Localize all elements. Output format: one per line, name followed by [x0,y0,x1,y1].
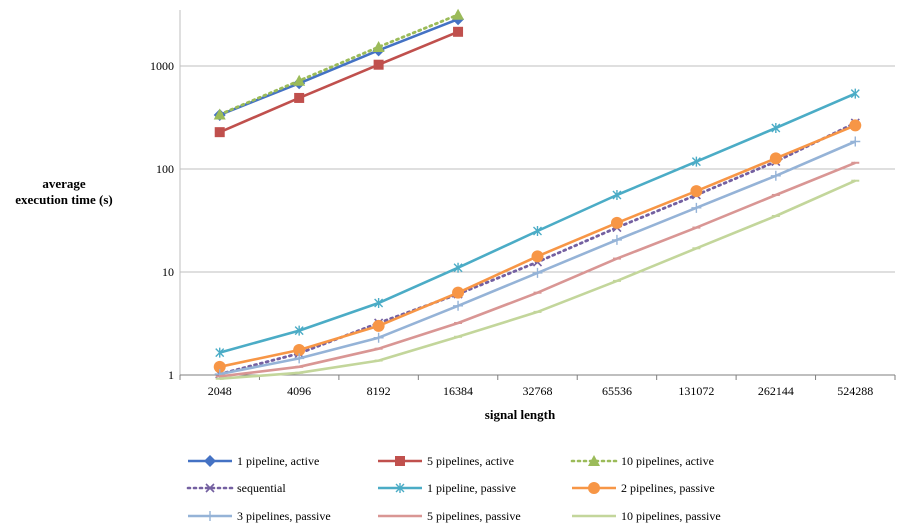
data-point [612,189,622,200]
data-point [205,483,215,493]
data-point [372,41,385,53]
x-tick-label: 16384 [443,384,473,398]
x-tick-label: 65536 [602,384,632,398]
legend-label: 5 pipelines, active [427,454,514,468]
y-tick-label: 100 [156,162,174,176]
data-point [453,300,464,311]
y-tick-label: 10 [162,265,174,279]
data-point [611,234,622,245]
legend-label: 10 pipelines, passive [621,509,721,523]
series-7 [214,136,861,380]
series-9 [215,179,860,380]
data-point [771,123,781,134]
data-point [215,347,225,358]
x-tick-label: 32768 [523,384,553,398]
data-point [294,353,305,364]
x-tick-label: 4096 [287,384,311,398]
y-axis-label-line-1: average [42,176,86,191]
series-8 [215,161,860,378]
x-tick-label: 8192 [367,384,391,398]
y-axis-label: average execution time (s) [0,176,128,208]
y-tick-label: 1000 [150,59,174,73]
data-point [452,286,465,299]
data-point [691,156,701,167]
x-axis-ticks: 2048 4096 8192 16384 32768 65536 131072 262144 5… [179,375,896,398]
data-point [452,8,465,20]
legend-label: 2 pipelines, passive [621,481,715,495]
legend-entry: 5 pipelines, passive [378,509,521,523]
data-point [395,456,405,466]
data-point [691,202,702,213]
legend-label: 5 pipelines, passive [427,509,521,523]
series-1 [213,13,465,121]
data-point [690,185,703,198]
series-6 [213,119,862,373]
data-point [850,88,860,99]
series-line [219,124,856,369]
legend-entry: 5 pipelines, active [378,454,514,468]
data-point [532,267,543,278]
series-line [219,179,856,380]
x-axis-label: signal length [484,407,556,422]
data-point [294,92,305,103]
data-point [374,298,384,309]
data-point [531,250,544,263]
x-tick-label: 262144 [758,384,794,398]
data-point [372,319,385,332]
data-point [293,74,306,86]
data-point [610,216,623,229]
series-3 [213,8,465,120]
y-tick-label: 1 [168,368,174,382]
y-axis-label-line-2: execution time (s) [15,192,113,207]
legend-entry: 1 pipeline, passive [378,481,516,495]
series-line [218,121,857,376]
legend-entry: 2 pipelines, passive [572,481,715,495]
legend-label: 1 pipeline, passive [427,481,516,495]
data-point [588,482,600,494]
data-point [214,127,225,138]
data-point [213,360,226,373]
series-line [218,13,460,116]
data-point [453,262,463,273]
data-point [213,108,226,120]
y-axis-ticks: 1 10 100 1000 [150,59,174,382]
series-2 [214,26,464,138]
legend-label: 10 pipelines, active [621,454,714,468]
legend-entry: 3 pipelines, passive [188,509,331,523]
series-4 [215,118,860,379]
legend-label: sequential [237,481,286,495]
x-tick-label: 524288 [837,384,873,398]
data-point [204,455,216,467]
data-point [850,136,861,147]
series-5 [215,88,860,358]
legend-label: 3 pipelines, passive [237,509,331,523]
x-tick-label: 2048 [208,384,232,398]
legend-entry: 1 pipeline, active [188,454,319,468]
data-point [588,455,600,466]
data-point [395,483,405,493]
legend-entry: sequential [186,481,286,495]
data-point [533,226,542,237]
legend-label: 1 pipeline, active [237,454,319,468]
legend: 1 pipeline, active 5 pipelines, active 10 … [186,454,721,523]
data-point [373,332,384,343]
data-point [205,511,215,521]
data-point [453,26,464,37]
gridlines [179,10,895,376]
legend-entry: 10 pipelines, passive [572,509,721,523]
data-point [373,59,384,70]
x-tick-label: 131072 [678,384,714,398]
data-point [294,325,304,336]
series-line [219,30,459,134]
data-point [770,170,781,181]
legend-entry: 10 pipelines, active [570,454,714,468]
data-point [849,119,862,132]
data-point [293,343,306,356]
plot-area [213,8,862,380]
data-point [769,152,782,165]
